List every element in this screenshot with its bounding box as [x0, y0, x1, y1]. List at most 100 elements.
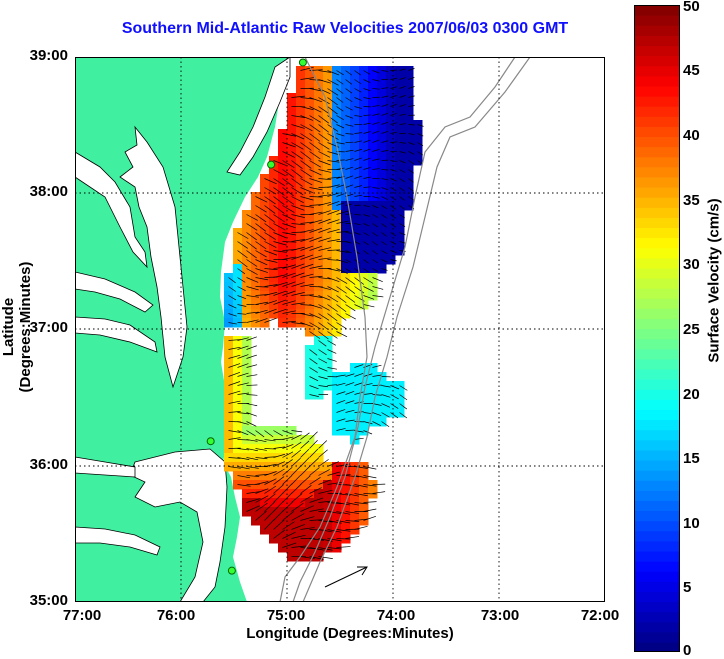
colorbar-band	[634, 591, 680, 603]
velocity-arrow	[291, 474, 301, 485]
colorbar-band	[634, 85, 680, 97]
velocity-arrow	[309, 385, 319, 390]
velocity-arrow	[363, 268, 369, 273]
velocity-arrow	[354, 373, 364, 377]
velocity-arrow	[336, 511, 351, 515]
colorbar-band	[634, 530, 680, 542]
velocity-arrow	[363, 131, 371, 134]
velocity-arrow	[399, 394, 408, 401]
velocity-arrow	[399, 123, 406, 125]
velocity-arrow	[390, 196, 397, 201]
velocity-arrow	[291, 449, 302, 458]
velocity-arrow	[327, 286, 339, 293]
colorbar-band	[634, 550, 680, 562]
velocity-cell	[305, 444, 315, 454]
velocity-arrow	[363, 515, 376, 521]
velocity-arrow	[255, 205, 267, 213]
velocity-arrow	[399, 385, 408, 391]
velocity-arrow	[372, 158, 380, 161]
velocity-arrow	[354, 115, 363, 117]
velocity-arrow	[309, 349, 318, 356]
velocity-arrow	[345, 391, 355, 395]
velocity-arrow	[381, 196, 388, 200]
velocity-arrow	[345, 88, 353, 94]
velocity-arrow	[246, 457, 259, 461]
velocity-arrow	[246, 354, 257, 359]
velocity-arrow	[318, 151, 331, 158]
map-title: Southern Mid-Atlantic Raw Velocities 200…	[121, 20, 569, 37]
tidal-river	[75, 271, 154, 313]
velocity-arrow	[309, 304, 322, 309]
velocity-arrow	[237, 354, 249, 359]
velocity-arrow	[399, 160, 406, 164]
colorbar-band	[634, 571, 680, 582]
velocity-arrow	[318, 340, 327, 347]
velocity-arrow	[336, 220, 349, 224]
velocity-arrow	[408, 105, 415, 107]
reference-arrow	[324, 566, 368, 588]
velocity-arrow	[345, 149, 354, 152]
velocity-arrow	[237, 392, 250, 395]
velocity-arrow	[309, 255, 323, 260]
velocity-arrow	[246, 311, 259, 314]
velocity-arrow	[237, 337, 249, 341]
velocity-arrow	[354, 391, 364, 395]
velocity-arrow	[282, 133, 297, 137]
velocity-arrow	[282, 300, 296, 305]
velocity-arrow	[336, 529, 351, 532]
velocity-cell	[269, 489, 279, 499]
velocity-arrow	[318, 349, 327, 356]
velocity-arrow	[282, 151, 296, 158]
velocity-arrow	[318, 277, 332, 280]
velocity-arrow	[237, 363, 249, 368]
velocity-arrow	[381, 223, 387, 228]
velocity-arrow	[318, 367, 328, 372]
velocity-arrow	[300, 432, 310, 440]
velocity-arrow	[363, 475, 377, 479]
velocity-arrow	[309, 439, 318, 449]
velocity-arrow	[399, 250, 406, 252]
station-marker	[298, 58, 307, 67]
hf-radar-stations	[206, 58, 307, 575]
velocity-arrow	[300, 254, 314, 260]
velocity-arrow	[336, 210, 349, 215]
x-tick-label: 76:00	[156, 607, 196, 624]
velocity-arrow	[345, 400, 355, 404]
velocity-arrow	[318, 556, 333, 559]
velocity-cell	[260, 498, 270, 508]
velocity-arrow	[354, 185, 363, 188]
velocity-arrow	[354, 437, 364, 440]
velocity-arrow	[318, 479, 331, 485]
colorbar-tick: 40	[683, 127, 700, 144]
colorbar-band	[634, 136, 680, 148]
velocity-arrow	[273, 510, 285, 521]
colorbar-band	[634, 419, 680, 431]
y-tick-label: 38:00	[29, 183, 68, 200]
velocity-arrow	[273, 484, 284, 494]
velocity-arrow	[228, 411, 241, 413]
velocity-arrow	[291, 282, 305, 287]
velocity-arrow	[228, 390, 241, 395]
velocity-cell	[260, 525, 270, 535]
velocity-arrow	[381, 187, 389, 191]
velocity-arrow	[327, 313, 338, 322]
velocity-arrow	[246, 403, 258, 407]
velocity-arrow	[246, 498, 261, 503]
velocity-arrow	[363, 223, 370, 227]
velocity-arrow	[246, 241, 257, 250]
velocity-arrow	[354, 304, 366, 310]
velocity-arrow	[354, 106, 363, 109]
velocity-arrow	[309, 236, 322, 242]
velocity-arrow	[345, 295, 356, 303]
velocity-arrow	[354, 475, 368, 479]
velocity-arrow	[309, 295, 323, 298]
velocity-arrow	[327, 511, 342, 515]
velocity-arrow	[300, 67, 314, 71]
velocity-arrow	[246, 336, 257, 341]
velocity-arrow	[318, 385, 329, 388]
velocity-arrow	[327, 471, 340, 476]
velocity-arrow	[309, 227, 323, 233]
velocity-arrow	[228, 313, 237, 317]
velocity-arrow	[255, 502, 268, 512]
velocity-arrow	[246, 384, 258, 386]
